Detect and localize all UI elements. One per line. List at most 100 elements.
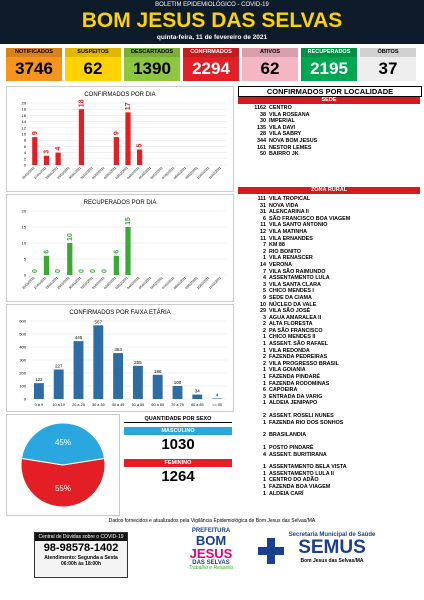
semus-bottom: Bom Jesus das Selvas/MA	[300, 558, 364, 564]
stat-value: 62	[260, 59, 280, 78]
loc-name: NÚCLEO DA VALE	[269, 301, 317, 308]
x-tick-label: 10 a 19	[52, 403, 65, 407]
bar	[137, 149, 143, 165]
loc-count: 2	[263, 432, 266, 439]
pie-slice	[20, 422, 106, 466]
loc-name: VILA GOIANIA	[269, 367, 306, 374]
value-label: 34	[195, 389, 201, 394]
loc-count: 3	[263, 393, 266, 400]
stat-box: NOTIFICADOS 3746	[6, 48, 62, 81]
stat-value: 2195	[310, 59, 348, 78]
y-tick-label: 0	[24, 273, 27, 278]
x-tick-label: 0 a 9	[35, 403, 43, 407]
loc-name: VILA RENASCER	[269, 255, 313, 262]
chart-title: RECUPERADOS POR DIA	[84, 200, 157, 206]
loc-row: 1 VILA REDONDA	[238, 348, 420, 355]
loc-count: 2	[263, 354, 266, 361]
bar	[33, 383, 44, 399]
loc-name: VILA TROPICAL	[269, 196, 311, 202]
stat-value: 37	[378, 59, 398, 78]
loc-list: 111 VILA TROPICAL 31 NOVA VIDA 31 ALENCARINA …	[238, 196, 420, 407]
sex-label: FEMININO	[124, 459, 232, 467]
loc-row: 1 ASSENT. SÃO RAFAEL	[238, 341, 420, 348]
value-label: 0	[102, 269, 109, 273]
loc-count: 1	[263, 477, 266, 484]
bar	[53, 369, 64, 399]
loc-name: ASSENT. BURITIRANA	[269, 451, 327, 458]
loc-row: 1 FAZENDA BOA VIAGEM	[238, 484, 420, 491]
bar	[113, 353, 124, 399]
loc-row: 30 IMPERIAL	[238, 118, 420, 125]
pie-slice	[20, 457, 106, 508]
loc-name: VILA SÃO JOSÉ	[269, 308, 311, 315]
loc-name: RIO BONITO	[269, 248, 301, 255]
loc-list: 2 BRASILANDIA	[238, 432, 420, 439]
bar	[55, 152, 61, 165]
x-tick-label: 50 a 59	[132, 403, 145, 407]
bar	[192, 394, 203, 399]
loc-row: 344 NOVA BOM JESUS	[238, 138, 420, 145]
loc-count: 1	[263, 400, 266, 407]
loc-row: 1 FAZENDA RODOMINAS	[238, 381, 420, 388]
loc-count: 10	[260, 301, 266, 308]
stat-label: ÓBITOS	[360, 48, 416, 57]
stat-value: 1390	[133, 59, 171, 78]
kicker: BOLETIM EPIDEMIOLÓGICO - COVID-19	[155, 2, 269, 8]
value-label: 5	[137, 144, 144, 148]
hours: 06:00h às 18:00h	[60, 561, 102, 567]
x-tick-label: 20 a 29	[72, 403, 85, 407]
bar	[172, 386, 183, 399]
y-tick-label: 20	[22, 209, 27, 214]
stat-box: CONFIRMADOS 2294	[183, 48, 239, 81]
loc-row: 4 ASSENT. BURITIRANA	[238, 452, 420, 459]
value-label: 567	[95, 319, 103, 324]
stat-label: SUSPEITOS	[65, 48, 121, 57]
loc-row: 2 VILA PROGRESSO BRASIL	[238, 361, 420, 368]
loc-row: 1 FAZENDA RIO DOS SONHOS	[238, 420, 420, 427]
y-tick-label: 20	[22, 101, 27, 106]
title: BOM JESUS DAS SELVAS	[81, 9, 343, 32]
y-tick-label: 600	[19, 319, 26, 324]
loc-name: VILA MATINHA	[269, 228, 308, 235]
loc-count: 30	[260, 118, 266, 125]
loc-count: 31	[260, 202, 266, 209]
y-tick-label: 10	[22, 241, 27, 246]
loc-name: POSTO PINDARÉ	[269, 445, 314, 451]
value-label: 122	[35, 377, 43, 382]
loc-row: 135 VILA DAVI	[238, 125, 420, 132]
y-tick-label: 200	[19, 371, 26, 376]
value-label: 227	[55, 363, 63, 368]
loc-count: 2	[263, 327, 266, 334]
rural-title: ZONA RURAL	[238, 187, 420, 194]
bar	[93, 325, 104, 399]
value-label: 353	[114, 347, 122, 352]
loc-name: ENTRADA DA VARIG	[269, 393, 323, 400]
sex-value: 1030	[161, 436, 195, 453]
y-tick-label: 5	[24, 257, 27, 262]
loc-name: FAZENDA PINDARÉ	[269, 374, 321, 381]
loc-list: 1 POSTO PINDARÉ 4 ASSENT. BURITIRANA	[238, 445, 420, 458]
stat-label: NOTIFICADOS	[6, 48, 62, 57]
stat-box: SUSPEITOS 62	[65, 48, 121, 81]
y-tick-label: 10	[22, 132, 27, 137]
bar	[32, 137, 38, 165]
bar	[132, 365, 143, 399]
stat-label: DESCARTADOS	[124, 48, 180, 57]
y-tick-label: 6	[24, 144, 27, 149]
y-tick-label: 16	[22, 113, 27, 118]
loc-name: VERONA	[269, 261, 293, 268]
bar	[212, 398, 223, 399]
loc-name: CENTRO DO ADÃO	[269, 477, 319, 484]
y-tick-label: 300	[19, 358, 26, 363]
bar	[73, 341, 84, 399]
loc-count: 2	[263, 248, 266, 255]
loc-row: 1 ASSENTAMENTO LULA II	[238, 471, 420, 478]
loc-name: ALDEIA CARÍ	[269, 490, 304, 497]
bar	[125, 112, 131, 165]
bar	[113, 137, 119, 165]
loc-count: 7	[263, 242, 266, 249]
logo-text: BOM	[195, 533, 227, 548]
loc-name: SEDE DA CIAMA	[269, 294, 312, 301]
value-label: 4	[216, 392, 219, 397]
